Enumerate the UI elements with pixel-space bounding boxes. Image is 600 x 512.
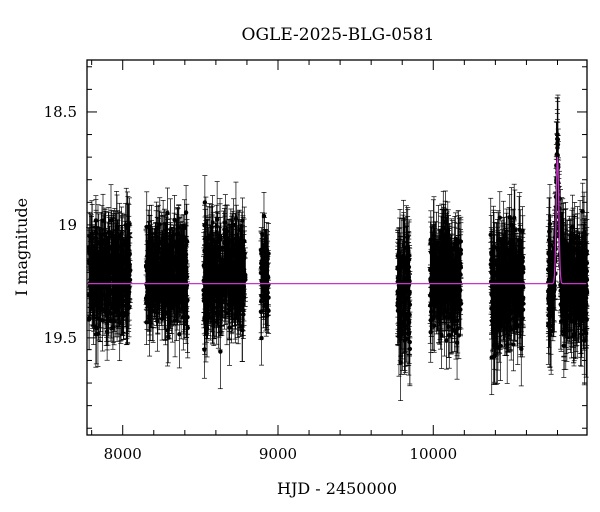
y-tick-label: 18.5 <box>44 103 77 121</box>
y-tick-label: 19 <box>58 216 77 234</box>
data-point <box>182 236 188 279</box>
data-point <box>157 197 163 252</box>
data-point <box>167 232 173 273</box>
data-point <box>102 210 108 277</box>
data-point <box>120 236 126 312</box>
data-point <box>145 209 151 274</box>
data-point <box>115 278 121 338</box>
data-point <box>106 207 112 257</box>
x-axis-label: HJD - 2450000 <box>277 479 397 498</box>
data-point <box>156 253 162 331</box>
data-point <box>87 267 93 309</box>
x-tick-label: 8000 <box>104 445 142 463</box>
chart-title: OGLE-2025-BLG-0581 <box>242 25 435 45</box>
data-point <box>185 297 191 359</box>
data-layer <box>86 94 590 402</box>
data-point <box>161 233 167 299</box>
plot-area <box>86 59 590 436</box>
data-point <box>147 272 153 316</box>
x-tick-label: 9000 <box>259 445 297 463</box>
data-point <box>156 232 162 299</box>
data-point <box>143 274 149 323</box>
x-tick-label: 10000 <box>409 445 457 463</box>
data-point <box>126 254 132 321</box>
data-point <box>114 238 120 283</box>
data-point <box>179 250 185 313</box>
data-point <box>87 227 93 281</box>
data-point <box>172 195 178 245</box>
data-point <box>160 199 166 276</box>
data-point <box>172 240 178 317</box>
data-point <box>152 267 158 318</box>
data-point <box>162 273 168 340</box>
y-tick-label: 19.5 <box>44 329 77 347</box>
y-axis-label: I magnitude <box>12 198 31 296</box>
data-point <box>90 248 96 289</box>
